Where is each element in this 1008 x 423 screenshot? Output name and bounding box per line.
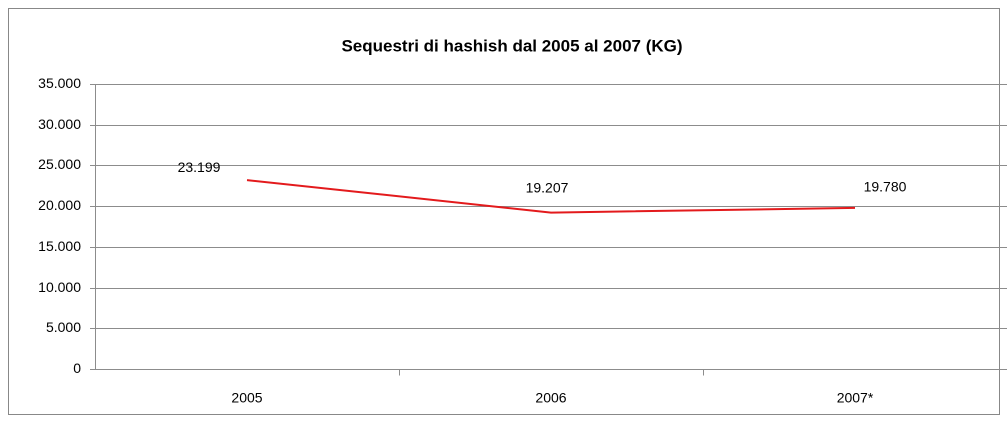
y-tick-label: 20.000 [38,197,81,213]
y-tick-label: 10.000 [38,279,81,295]
x-tick-label: 2005 [231,390,262,406]
data-label: 19.780 [864,179,907,195]
x-tick-label: 2007* [837,390,874,406]
y-tick-label: 0 [73,360,81,376]
chart-border [8,8,1000,415]
data-label: 19.207 [526,179,569,195]
y-tick-label: 5.000 [46,319,81,335]
data-label: 23.199 [178,159,221,175]
x-tick-label: 2006 [535,390,566,406]
y-tick-label: 35.000 [38,75,81,91]
y-tick-label: 25.000 [38,156,81,172]
y-tick-label: 15.000 [38,238,81,254]
data-line [246,179,856,214]
y-tick-label: 30.000 [38,116,81,132]
chart-title: Sequestri di hashish dal 2005 al 2007 (K… [341,36,682,55]
